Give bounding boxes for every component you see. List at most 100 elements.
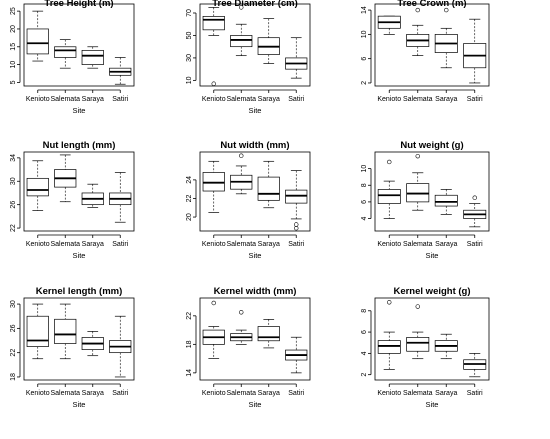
x-axis-label: Site: [426, 251, 439, 260]
x-tick-label-kenioto: Kenioto: [377, 241, 401, 248]
x-tick-label-salemata: Salemata: [403, 241, 433, 248]
x-axis-label: Site: [426, 400, 439, 409]
x-axis-label: Site: [73, 251, 86, 260]
box-kenioto: [377, 300, 401, 370]
box-saraya: [81, 183, 104, 208]
iqr-box: [257, 326, 280, 342]
box-satiri: [109, 57, 132, 85]
outlier-point: [211, 300, 216, 306]
outlier-point: [294, 222, 299, 227]
y-tick-label: 4: [361, 351, 368, 355]
chart-title: Nut length (mm): [43, 140, 116, 151]
iqr-box: [54, 318, 77, 344]
box-satiri: [463, 353, 487, 378]
chart-title: Kernel width (mm): [214, 286, 297, 297]
box-saraya: [434, 189, 458, 215]
box-satiri: [285, 336, 308, 374]
chart-panel-9: Kernel weight (g) 2 4 6 8 Kenioto Salemata Sara…: [361, 286, 490, 409]
box-saraya: [434, 333, 458, 360]
outlier-point: [239, 5, 244, 10]
y-tick-label: 20: [186, 213, 193, 221]
x-tick-label-saraya: Saraya: [435, 390, 457, 397]
x-tick-label-satiri: Satiri: [112, 96, 128, 103]
outlier-point: [415, 153, 420, 159]
box-satiri: [463, 195, 487, 228]
x-tick-label-salemata: Salemata: [50, 96, 80, 103]
y-tick-label: 6: [361, 330, 368, 334]
plot-frame: [199, 3, 311, 87]
y-tick-label: 15: [10, 43, 17, 51]
x-tick-label-satiri: Satiri: [288, 241, 304, 248]
y-tick-label: 8: [361, 309, 368, 313]
iqr-box: [406, 337, 430, 352]
iqr-box: [285, 189, 308, 204]
box-kenioto: [377, 159, 401, 219]
x-axis-label: Site: [73, 400, 86, 409]
iqr-box: [257, 176, 280, 201]
outlier-point: [294, 226, 299, 231]
y-tick-label: 2: [361, 81, 368, 85]
plot-frame: [23, 3, 135, 87]
y-tick-label: 26: [10, 201, 17, 209]
outlier-point: [387, 159, 392, 165]
box-salemata: [54, 303, 77, 360]
y-tick-label: 10: [361, 165, 368, 173]
chart-title: Kernel weight (g): [393, 286, 470, 297]
x-tick-label-kenioto: Kenioto: [26, 96, 50, 103]
y-tick-label: 14: [361, 6, 368, 14]
y-tick-label: 10: [186, 76, 193, 84]
y-tick-label: 6: [361, 200, 368, 204]
x-tick-label-saraya: Saraya: [82, 390, 104, 397]
x-tick-label-salemata: Salemata: [226, 390, 256, 397]
x-tick-label-satiri: Satiri: [288, 96, 304, 103]
box-kenioto: [26, 10, 49, 62]
y-tick-label: 20: [10, 25, 17, 33]
box-saraya: [257, 160, 280, 209]
chart-panel-5: Nut width (mm) 20 22 24 Kenioto Salemata Saray…: [186, 140, 311, 260]
y-tick-label: 24: [186, 176, 193, 184]
box-salemata: [230, 153, 253, 195]
y-tick-label: 34: [10, 154, 17, 162]
y-tick-label: 22: [10, 349, 17, 357]
y-tick-label: 2: [361, 373, 368, 377]
x-tick-label-satiri: Satiri: [467, 241, 483, 248]
plot-frame: [23, 151, 135, 232]
box-satiri: [285, 37, 308, 79]
x-tick-label-satiri: Satiri: [112, 241, 128, 248]
y-tick-label: 10: [10, 61, 17, 69]
y-tick-label: 10: [361, 30, 368, 38]
y-tick-label: 14: [186, 369, 193, 377]
iqr-box: [26, 28, 49, 55]
outlier-point: [239, 153, 244, 158]
plot-frame: [374, 3, 490, 87]
box-satiri: [463, 18, 487, 84]
x-tick-label-satiri: Satiri: [467, 96, 483, 103]
x-tick-label-salemata: Salemata: [50, 390, 80, 397]
outlier-point: [239, 310, 244, 315]
chart-panel-7: Kernel length (mm) 18 22 26 30 Kenioto Salemat…: [10, 286, 135, 409]
y-tick-label: 4: [361, 216, 368, 220]
box-saraya: [81, 331, 104, 357]
iqr-box: [434, 194, 458, 207]
plot-frame: [199, 297, 311, 381]
box-kenioto: [202, 160, 225, 213]
x-axis-label: Site: [249, 106, 262, 115]
x-axis-label: Site: [249, 400, 262, 409]
outlier-point: [415, 304, 420, 309]
chart-title: Nut width (mm): [220, 140, 289, 151]
box-saraya: [81, 46, 104, 69]
x-axis-label: Site: [73, 106, 86, 115]
outlier-point: [211, 81, 216, 86]
x-tick-label-satiri: Satiri: [112, 390, 128, 397]
x-tick-label-kenioto: Kenioto: [202, 96, 226, 103]
x-tick-label-salemata: Salemata: [226, 241, 256, 248]
outlier-point: [444, 7, 449, 13]
box-kenioto: [377, 15, 401, 35]
iqr-box: [26, 315, 49, 347]
x-tick-label-saraya: Saraya: [258, 96, 280, 103]
y-tick-label: 22: [186, 312, 193, 320]
plot-frame: [23, 297, 135, 381]
chart-title: Tree Crown (m): [397, 0, 466, 9]
